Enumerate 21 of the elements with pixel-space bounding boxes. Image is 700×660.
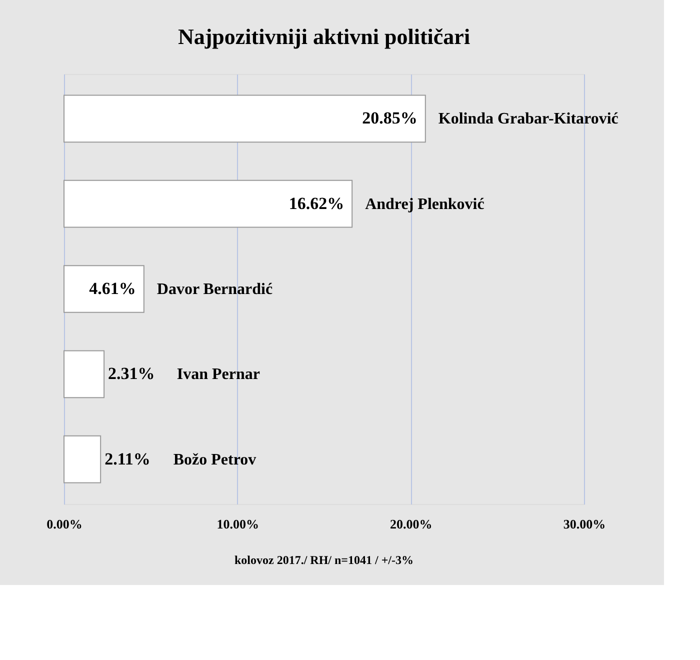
bar [64,94,426,143]
data-label: 2.31% [108,364,155,384]
x-tick-label: 10.00% [216,516,259,532]
y-tick-label: Kolinda Grabar-Kitarović [438,110,618,128]
y-tick-label: Božo Petrov [173,451,256,468]
chart-title: Najpozitivniji aktivni političari [178,24,470,49]
text: kolovoz 2017./ RH/ n=1041 / +/-3% [234,553,414,567]
x-tick-label: 20.00% [390,516,432,532]
bar [64,435,102,484]
x-tick-label: 0.00% [46,516,82,532]
bar [64,180,353,228]
data-label: 20.85% [362,108,418,128]
bar [64,350,105,398]
data-label: 2.11% [104,449,150,468]
y-tick-label: Andrej Plenković [365,196,484,213]
y-tick-label: Ivan Pernar [176,366,260,384]
x-tick-label: 30.00% [563,516,606,532]
bar [64,265,144,313]
data-label: 16.62% [288,194,344,213]
y-tick-label: Davor Bernardić [156,281,273,298]
data-label: 4.61% [89,279,136,298]
